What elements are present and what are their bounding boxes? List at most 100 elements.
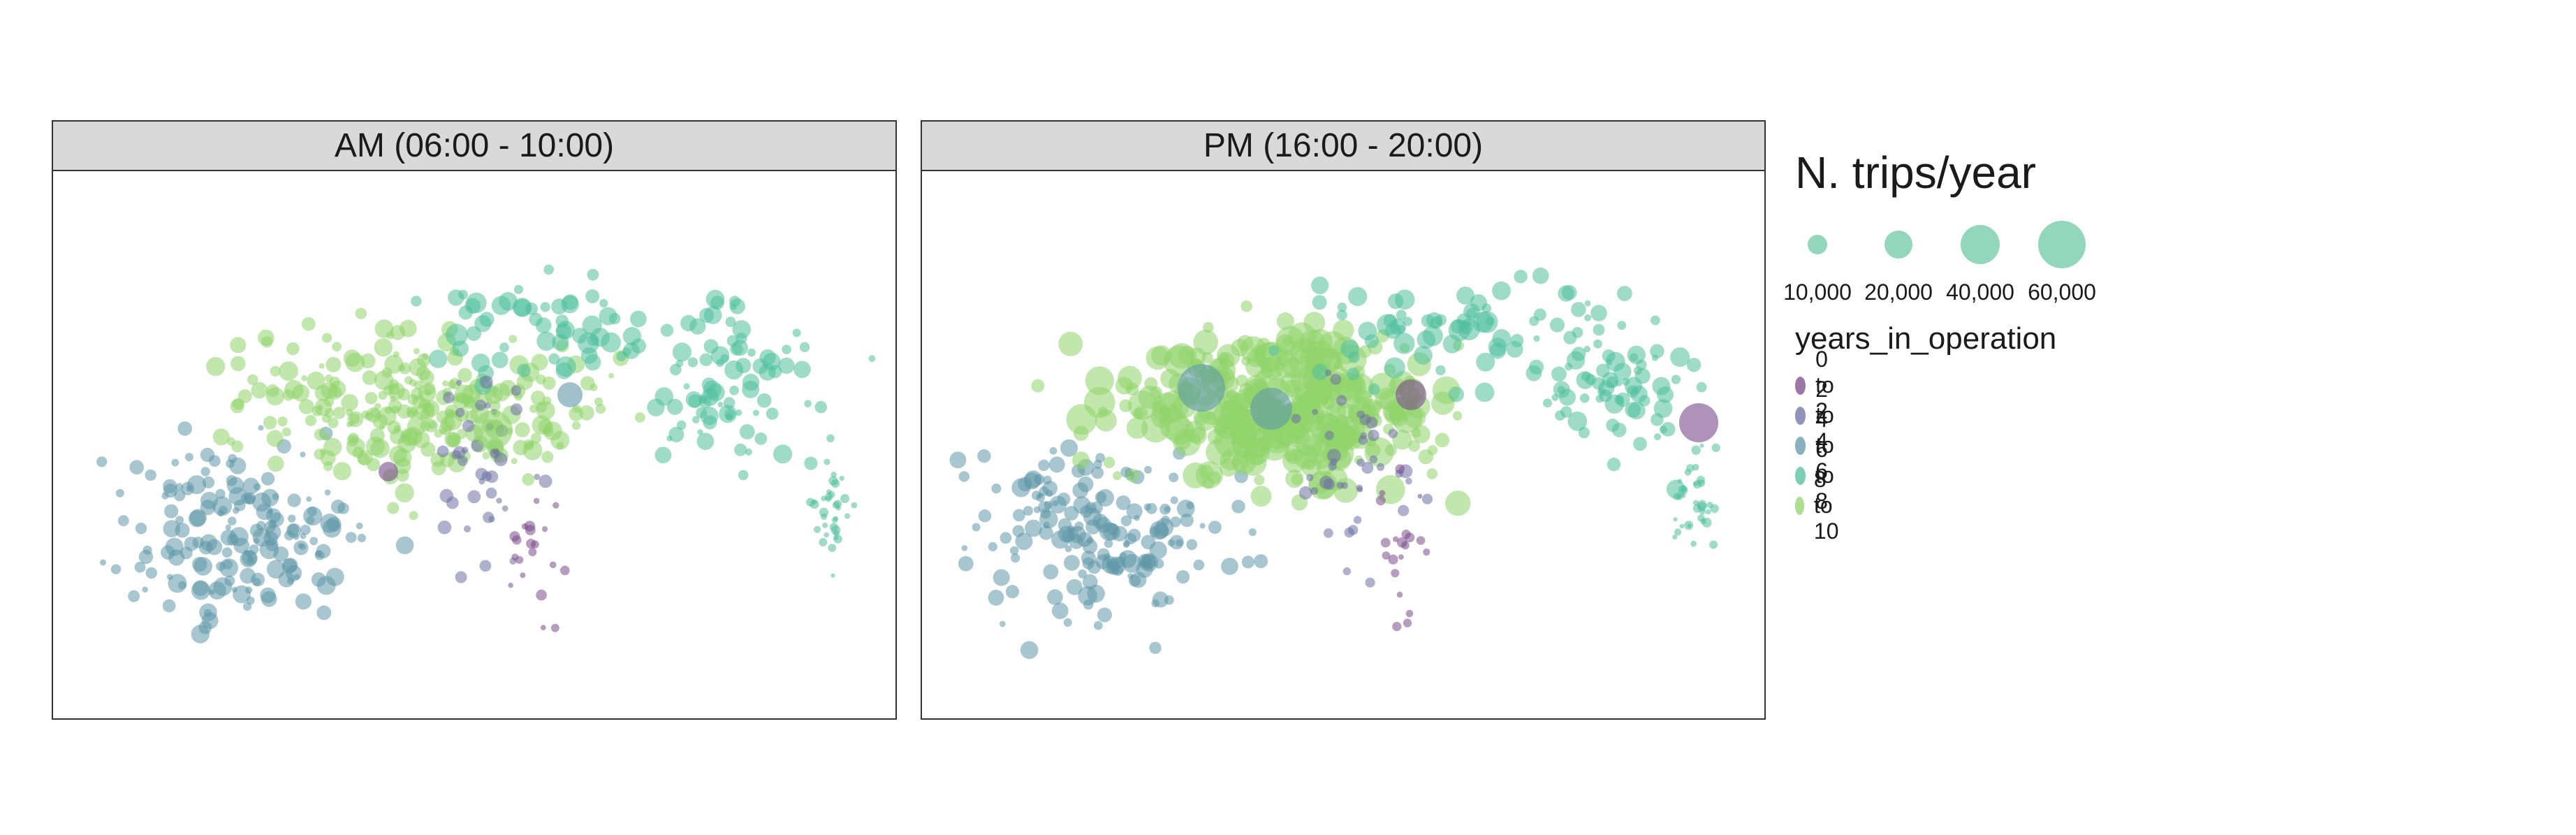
station-point bbox=[115, 488, 124, 498]
station-point bbox=[739, 424, 755, 440]
station-point bbox=[266, 508, 281, 523]
station-point bbox=[958, 471, 969, 482]
station-point bbox=[455, 571, 467, 583]
station-point bbox=[467, 490, 481, 504]
size-legend-title: N. trips/year bbox=[1795, 147, 2036, 198]
size-legend: 10,000 20,000 40,000 60,000 bbox=[1783, 217, 2158, 307]
station-point bbox=[1555, 410, 1565, 421]
station-point bbox=[1141, 553, 1156, 569]
station-point bbox=[510, 403, 523, 416]
station-point bbox=[128, 590, 140, 602]
station-point bbox=[1417, 493, 1423, 499]
station-point bbox=[531, 540, 539, 549]
facet-pm-plot-area bbox=[921, 171, 1766, 720]
station-point bbox=[1426, 312, 1442, 328]
station-point bbox=[322, 333, 332, 343]
station-point bbox=[1396, 310, 1407, 321]
station-point bbox=[96, 456, 108, 467]
station-point bbox=[1312, 363, 1329, 380]
station-point bbox=[524, 521, 536, 532]
station-point bbox=[389, 384, 400, 395]
station-point bbox=[736, 409, 742, 416]
color-legend-label: 8 to 10 bbox=[1813, 467, 1839, 544]
station-point bbox=[416, 354, 431, 368]
station-point bbox=[1684, 521, 1694, 530]
station-point bbox=[1470, 294, 1487, 312]
station-point bbox=[1040, 508, 1051, 519]
station-point bbox=[1692, 463, 1699, 471]
station-point bbox=[1422, 326, 1443, 347]
station-point bbox=[286, 342, 300, 356]
station-point bbox=[1310, 487, 1319, 495]
station-point bbox=[437, 521, 452, 535]
station-point bbox=[374, 338, 393, 357]
station-point bbox=[512, 298, 532, 317]
station-point bbox=[1674, 528, 1682, 536]
station-point bbox=[1020, 641, 1039, 660]
station-point bbox=[1127, 528, 1141, 542]
station-point bbox=[562, 294, 578, 310]
station-point bbox=[710, 296, 724, 310]
station-point bbox=[1579, 393, 1590, 403]
station-point bbox=[804, 456, 818, 470]
station-point bbox=[1365, 577, 1375, 588]
station-point bbox=[1529, 316, 1539, 326]
station-point bbox=[536, 402, 547, 413]
station-point bbox=[826, 489, 832, 495]
station-point bbox=[474, 410, 513, 449]
station-point bbox=[475, 399, 487, 411]
station-point bbox=[1562, 284, 1577, 300]
station-point bbox=[100, 559, 106, 566]
station-point bbox=[216, 561, 226, 572]
station-point bbox=[357, 533, 366, 543]
station-point bbox=[345, 409, 353, 416]
station-point bbox=[287, 493, 301, 507]
color-legend-label: 0 to 2 bbox=[1815, 347, 1834, 423]
station-point bbox=[696, 407, 708, 419]
station-point bbox=[1057, 492, 1071, 506]
station-point bbox=[265, 538, 279, 551]
station-point bbox=[233, 537, 250, 554]
size-legend-label: 10,000 bbox=[1783, 279, 1852, 305]
station-point bbox=[528, 548, 537, 557]
station-point bbox=[1602, 372, 1618, 389]
station-point bbox=[696, 433, 715, 450]
station-point bbox=[539, 474, 552, 488]
station-point bbox=[1692, 500, 1699, 506]
station-point bbox=[1697, 502, 1707, 511]
station-point bbox=[314, 550, 325, 560]
station-point bbox=[399, 362, 411, 375]
station-point bbox=[1673, 517, 1678, 522]
color-legend-swatch bbox=[1795, 376, 1806, 395]
station-point bbox=[828, 544, 837, 552]
color-legend-item: 0 to 2 bbox=[1795, 347, 1848, 423]
station-point bbox=[180, 546, 193, 560]
station-point bbox=[1323, 528, 1333, 538]
station-point bbox=[1128, 574, 1141, 587]
station-point bbox=[397, 388, 410, 401]
station-point bbox=[1123, 539, 1130, 547]
station-point bbox=[1048, 456, 1065, 473]
station-point bbox=[839, 476, 844, 481]
station-point bbox=[692, 416, 700, 423]
station-point bbox=[1617, 321, 1627, 331]
station-point bbox=[1104, 553, 1111, 561]
station-point bbox=[520, 572, 526, 579]
station-point bbox=[799, 342, 810, 352]
station-point bbox=[523, 439, 534, 451]
station-point bbox=[670, 363, 682, 376]
station-point bbox=[1492, 329, 1512, 348]
station-point bbox=[1382, 551, 1391, 560]
station-point bbox=[463, 525, 471, 533]
station-point bbox=[356, 522, 363, 530]
station-point bbox=[511, 458, 518, 465]
station-point bbox=[587, 334, 599, 347]
station-point bbox=[824, 458, 830, 465]
station-point bbox=[1613, 363, 1632, 381]
station-point bbox=[1388, 554, 1398, 565]
station-point bbox=[1074, 521, 1084, 531]
station-point bbox=[1311, 276, 1329, 294]
station-point bbox=[549, 561, 557, 569]
station-point bbox=[569, 407, 583, 421]
station-point bbox=[1146, 502, 1157, 514]
